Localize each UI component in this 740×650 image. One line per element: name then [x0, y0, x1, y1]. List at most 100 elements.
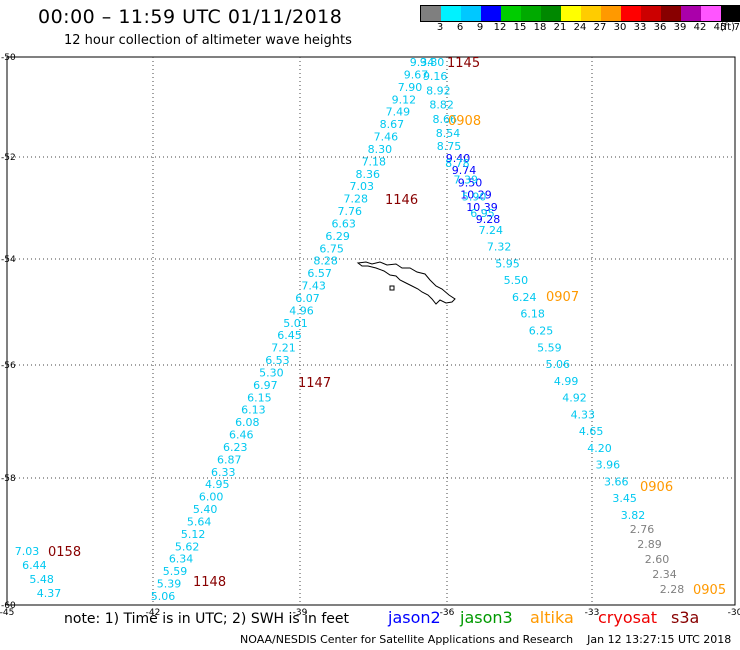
- legend-swatch: [481, 6, 501, 21]
- wave-height-value: 9.67: [404, 68, 429, 81]
- wave-height-value: 8.66: [433, 113, 458, 126]
- legend-value-label: 6: [456, 22, 464, 33]
- lat-tick-label: -58: [1, 474, 16, 484]
- lon-tick-label: -45: [0, 608, 14, 618]
- wave-height-value: 7.49: [386, 106, 411, 119]
- wave-height-value: 4.65: [579, 425, 604, 438]
- wave-height-value: 5.95: [495, 257, 520, 270]
- legend-value-label: 27: [593, 22, 607, 33]
- lat-tick-label: -56: [1, 361, 16, 371]
- legend-swatch: [421, 6, 441, 21]
- wave-height-value: 5.06: [545, 358, 570, 371]
- wave-height-value: 8.36: [356, 168, 381, 181]
- wave-height-value: 4.92: [562, 392, 587, 405]
- wave-height-value: 6.33: [211, 466, 236, 479]
- lat-tick-label: -60: [1, 601, 16, 611]
- wave-height-value: 7.18: [362, 155, 387, 168]
- wave-height-value: 9.80: [420, 56, 445, 69]
- legend-swatch: [701, 6, 721, 21]
- wave-height-value: 5.64: [187, 515, 212, 528]
- wave-height-value: 6.24: [512, 291, 537, 304]
- wave-height-value: 8.28: [313, 255, 338, 268]
- wave-height-value: 4.20: [587, 442, 612, 455]
- wave-height-value: 8.54: [436, 127, 461, 140]
- lon-tick-label: -39: [293, 608, 308, 618]
- map-axis-ticks: -45 -42 -39 -36 -33 -30 -50 -52 -54 -56 -58 -60: [0, 53, 740, 618]
- wave-height-value: 6.18: [520, 308, 545, 321]
- wave-height-value: 6.95: [470, 207, 495, 220]
- legend-swatch: [581, 6, 601, 21]
- wave-height-value: 9.40: [446, 152, 471, 165]
- wave-height-value: 6.75: [319, 242, 344, 255]
- map-grid: [6, 56, 736, 606]
- wave-height-value: 7.76: [337, 205, 362, 218]
- wave-height-value: 7.21: [271, 342, 296, 355]
- wave-height-value: 8.92: [426, 84, 451, 97]
- legend-swatch: [501, 6, 521, 21]
- legend-value-label: 3: [436, 22, 444, 33]
- wave-height-value: 9.16: [423, 70, 448, 83]
- wave-height-value: 7.43: [301, 280, 326, 293]
- wave-height-value: 6.53: [265, 354, 290, 367]
- wave-height-value: 9.28: [476, 213, 501, 226]
- legend-value-label: 24: [573, 22, 587, 33]
- wave-height-value: 8.78: [445, 157, 470, 170]
- wave-height-value: 5.39: [157, 578, 182, 591]
- wave-height-value: 2.76: [630, 523, 655, 536]
- legend-swatch: [541, 6, 561, 21]
- pass-time-label: 0908: [448, 114, 481, 129]
- wave-height-value: 7.24: [479, 224, 504, 237]
- wave-height-value: 5.12: [181, 528, 206, 541]
- wave-height-value: 6.34: [169, 553, 194, 566]
- legend-value-label: 33: [633, 22, 647, 33]
- wave-height-value: 8.67: [380, 118, 405, 131]
- lon-tick-label: -30: [728, 608, 740, 618]
- wave-height-value: 2.89: [637, 538, 662, 551]
- footer-credit: NOAA/NESDIS Center for Satellite Applica…: [240, 633, 731, 646]
- wave-height-value: 5.40: [193, 503, 218, 516]
- legend-value-label: 36: [653, 22, 667, 33]
- wave-height-value: 4.95: [205, 478, 230, 491]
- mission-label-jason3: jason3: [460, 608, 513, 627]
- legend-value-label: 70: [733, 22, 740, 33]
- wave-height-value: 5.50: [504, 274, 529, 287]
- page-subtitle: 12 hour collection of altimeter wave hei…: [64, 33, 352, 48]
- footer-center: NOAA/NESDIS Center for Satellite Applica…: [240, 633, 574, 646]
- wave-height-value: 7.46: [374, 131, 399, 144]
- wave-height-value: 6.08: [235, 416, 260, 429]
- wave-height-value: 6.87: [217, 453, 242, 466]
- wave-height-value: 4.33: [571, 408, 596, 421]
- wave-height-value: 6.23: [223, 441, 248, 454]
- pass-time-label: 1148: [193, 575, 226, 590]
- wave-height-value: 3.45: [612, 492, 637, 505]
- wave-height-value: 4.99: [554, 375, 579, 388]
- wave-height-value: 10.29: [460, 189, 492, 202]
- pass-time-label: 1147: [298, 376, 331, 391]
- map-frame: [6, 56, 736, 606]
- wave-height-value: 8.82: [429, 99, 454, 112]
- legend-color-bar: [420, 5, 740, 22]
- legend-value-label: 30: [613, 22, 627, 33]
- wave-height-value: 9.12: [392, 93, 417, 106]
- lat-tick-label: -54: [1, 255, 16, 265]
- lon-tick-label: -33: [585, 608, 600, 618]
- wave-height-value: 6.63: [331, 217, 356, 230]
- wave-height-value: 7.03: [350, 180, 375, 193]
- mission-label-altika: altika: [530, 608, 574, 627]
- wave-height-value: 7.90: [398, 81, 423, 94]
- wave-height-value: 8.30: [368, 143, 393, 156]
- wave-height-value: 7.28: [343, 193, 368, 206]
- wave-height-value: 8.75: [437, 140, 462, 153]
- mission-label-s3a: s3a: [671, 608, 700, 627]
- wave-height-value: 5.59: [537, 341, 562, 354]
- pass-time-label: 0905: [693, 583, 726, 598]
- wave-height-value: 6.15: [247, 391, 272, 404]
- wave-height-value: 3.82: [621, 509, 646, 522]
- legend-value-label: 18: [533, 22, 547, 33]
- legend-value-label: 42: [693, 22, 707, 33]
- legend-value-label: 12: [493, 22, 507, 33]
- mission-label-jason2: jason2: [388, 608, 441, 627]
- pass-time-label: 0907: [546, 290, 579, 305]
- wave-height-value: 5.06: [151, 590, 176, 603]
